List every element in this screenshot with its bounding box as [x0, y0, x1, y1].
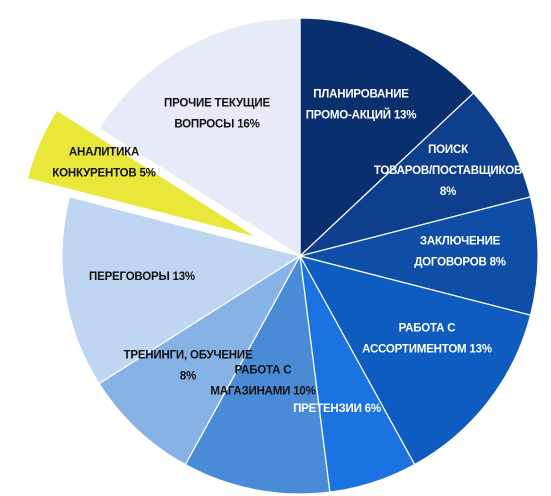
slice-label-line: ПРОЧИЕ ТЕКУЩИЕ — [164, 98, 270, 110]
slice-label: ПОИСК ТОВАРОВ/ПОСТАВЩИКОВ 8% — [374, 144, 522, 198]
slice-label-line: АССОРТИМЕНТОМ 13% — [362, 344, 492, 356]
slice-label-line: ДОГОВОРОВ 8% — [414, 257, 506, 269]
slice-label-line: ПЕРЕГОВОРЫ 13% — [89, 271, 195, 283]
slice-label-line: ПРОМО-АКЦИЙ 13% — [306, 109, 417, 122]
pie-slice — [98, 255, 301, 466]
slice-label: ЗАКЛЮЧЕНИЕ ДОГОВОРОВ 8% — [414, 236, 506, 269]
slice-label-line: 8% — [180, 371, 196, 383]
pie-slice — [299, 17, 475, 258]
pie-slice — [184, 254, 331, 495]
slice-label-line: МАГАЗИНАМИ 10% — [210, 386, 315, 398]
slice-label-line: ПРЕТЕНЗИИ 6% — [293, 403, 381, 415]
pie-slice — [299, 196, 539, 316]
slice-label-line: КОНКУРЕНТОВ 5% — [52, 168, 155, 180]
pie-slice — [298, 255, 532, 466]
slice-label: РАБОТА С МАГАЗИНАМИ 10% — [210, 365, 315, 398]
slice-label: ПРЕТЕНЗИИ 6% — [293, 403, 381, 415]
pie-slice — [299, 92, 532, 257]
slice-label-line: ПОИСК — [428, 144, 469, 156]
slice-label-line: ТРЕНИНГИ, ОБУЧЕНИЕ — [124, 350, 253, 362]
slice-label-line: АНАЛИТИКА — [69, 147, 139, 159]
slice-label: РАБОТА С АССОРТИМЕНТОМ 13% — [362, 323, 492, 356]
pie-slice — [26, 109, 259, 239]
pie-labels: ПЛАНИРОВАНИЕ ПРОМО-АКЦИЙ 13% ПОИСК ТОВАРОВ/… — [52, 89, 522, 416]
slice-label-line: ЗАКЛЮЧЕНИЕ — [420, 236, 501, 248]
slice-label: ТРЕНИНГИ, ОБУЧЕНИЕ 8% — [124, 350, 253, 383]
slice-label-line: РАБОТА С — [399, 323, 456, 335]
slice-label: ПРОЧИЕ ТЕКУЩИЕ ВОПРОСЫ 16% — [164, 98, 270, 131]
slice-label: АНАЛИТИКА КОНКУРЕНТОВ 5% — [52, 147, 155, 180]
slice-label-line: ТОВАРОВ/ПОСТАВЩИКОВ — [374, 165, 522, 177]
slice-label: ПЛАНИРОВАНИЕ ПРОМО-АКЦИЙ 13% — [306, 89, 417, 122]
slice-label-line: РАБОТА С — [235, 365, 292, 377]
pie-slices — [26, 17, 539, 495]
pie-slice — [98, 17, 301, 258]
pie-slice — [61, 196, 302, 385]
slice-label: ПЕРЕГОВОРЫ 13% — [89, 271, 195, 283]
slice-label-line: ВОПРОСЫ 16% — [174, 119, 259, 131]
slice-label-line: 8% — [440, 186, 456, 198]
slice-label-line: ПЛАНИРОВАНИЕ — [313, 89, 409, 101]
